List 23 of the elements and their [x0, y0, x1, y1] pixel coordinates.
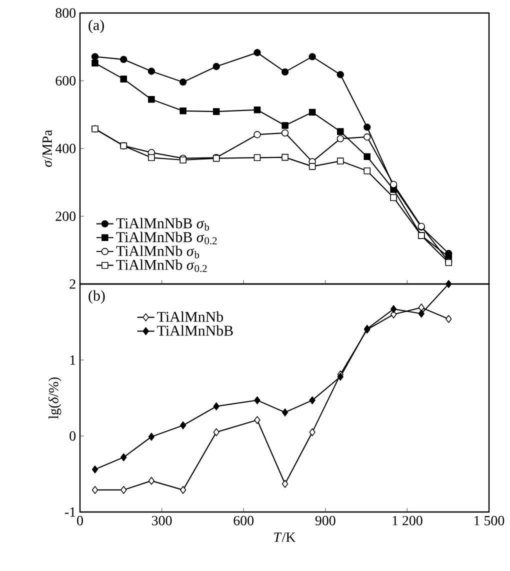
x-tick-label: 900	[315, 516, 336, 526]
legend-label: TiAlMnNb σ$_{b}$	[116, 246, 200, 258]
y-tick-label: 0	[70, 431, 76, 441]
x-tick-label: 1 500	[474, 516, 504, 526]
legend-label: TiAlMnNb	[157, 311, 224, 322]
x-tick-label: 300	[152, 516, 172, 526]
y-tick-label: 2	[70, 279, 76, 289]
y-tick-label: 1	[70, 355, 76, 365]
legend-label: TiAlMnNbB σ$_{0.2}$	[116, 232, 217, 244]
y-tick-label: 400	[55, 144, 76, 154]
x-tick-label: 1 200	[392, 516, 422, 526]
annotation: (b)	[88, 290, 105, 304]
y-tick-label: 800	[56, 8, 76, 18]
y-tick-label: 200	[56, 212, 76, 221]
annotation: (a)	[88, 20, 104, 34]
y-tick-label: -1	[64, 507, 76, 517]
legend-label: TiAlMnNb σ$_{0.2}$	[116, 259, 207, 272]
x-axis-title: T/K	[274, 532, 296, 542]
x-tick-label: 600	[234, 516, 254, 526]
legend-label: TiAlMnNbB	[157, 325, 233, 336]
y-tick-label: 600	[56, 76, 76, 86]
x-tick-label: 0	[77, 516, 83, 526]
legend-label: TiAlMnNbB σ$_{b}$	[116, 218, 210, 231]
